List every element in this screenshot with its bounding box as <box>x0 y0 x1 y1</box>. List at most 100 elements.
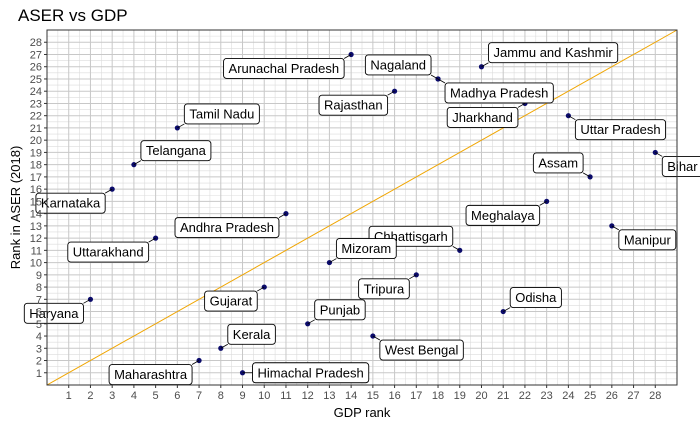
label-leader-line <box>409 274 417 280</box>
y-tick-label: 16 <box>30 184 42 196</box>
x-tick-label: 3 <box>109 390 115 402</box>
point-label-box <box>227 323 276 345</box>
x-tick-label: 1 <box>66 390 72 402</box>
label-leader-line <box>539 201 547 206</box>
label-leader-line <box>437 78 446 84</box>
point-label-text: Arunachal Pradesh <box>229 61 340 76</box>
y-tick-label: 27 <box>30 49 42 61</box>
point-label-text: Odisha <box>515 290 557 305</box>
point-label-text: Mizoram <box>341 241 391 256</box>
label-leader-line <box>307 319 315 325</box>
y-axis-ticks: 1234567891011121314151617181920212223242… <box>30 37 47 380</box>
point-label-box <box>314 299 366 321</box>
y-tick-label: 3 <box>36 343 42 355</box>
x-tick-label: 2 <box>87 390 93 402</box>
point-label: Haryana <box>23 298 91 324</box>
y-tick-label: 10 <box>30 258 42 270</box>
point-label: Uttar Pradesh <box>568 115 667 141</box>
point-label-text: Andhra Pradesh <box>180 220 274 235</box>
y-tick-label: 17 <box>30 172 42 184</box>
label-leader-line <box>372 335 381 341</box>
label-leader-line <box>611 225 620 231</box>
x-tick-label: 12 <box>302 390 314 402</box>
y-tick-label: 12 <box>30 233 42 245</box>
point-label: Jammu and Kashmir <box>481 42 619 68</box>
point-label: Telangana <box>133 140 212 166</box>
point-label-text: Uttar Pradesh <box>580 122 660 137</box>
point-label-text: Meghalaya <box>471 208 535 223</box>
x-tick-label: 27 <box>627 390 639 402</box>
data-point <box>109 186 115 192</box>
x-tick-label: 16 <box>388 390 400 402</box>
label-leader-line <box>430 74 439 80</box>
y-tick-label: 7 <box>36 294 42 306</box>
y-tick-label: 9 <box>36 270 42 282</box>
x-tick-label: 24 <box>562 390 574 402</box>
reference-line-y-equals-x <box>46 29 678 386</box>
point-label-text: Manipur <box>624 232 672 247</box>
label-leader-line <box>452 245 460 251</box>
point-label-box <box>318 94 389 116</box>
x-tick-label: 11 <box>280 390 291 402</box>
x-tick-label: 4 <box>131 390 137 402</box>
x-tick-label: 14 <box>345 390 357 402</box>
point-label-text: Kerala <box>233 327 271 342</box>
point-label-box <box>509 287 562 309</box>
y-tick-label: 23 <box>30 98 42 110</box>
x-tick-label: 19 <box>454 390 466 402</box>
y-tick-label: 26 <box>30 62 42 74</box>
point-label: Manipur <box>611 225 677 251</box>
point-label-text: West Bengal <box>385 343 459 358</box>
x-tick-label: 6 <box>174 390 180 402</box>
x-tick-label: 17 <box>410 390 422 402</box>
point-label-text: Karnataka <box>41 196 101 211</box>
data-points <box>87 51 658 376</box>
point-label-box <box>532 152 584 174</box>
point-label-text: Rajasthan <box>324 98 383 113</box>
point-label: Jharkhand <box>446 103 526 128</box>
point-label-box <box>661 155 700 177</box>
y-tick-label: 25 <box>30 74 42 86</box>
y-tick-label: 21 <box>30 123 42 135</box>
label-leader-line <box>655 152 663 157</box>
chart-title: ASER vs GDP <box>18 6 128 25</box>
point-label-box <box>335 238 397 260</box>
label-leader-line <box>220 343 228 349</box>
point-label: Andhra Pradesh <box>174 213 287 239</box>
point-label-text: Tamil Nadu <box>189 106 254 121</box>
point-label-text: Tripura <box>364 281 405 296</box>
point-label: Bihar <box>655 152 700 177</box>
y-tick-label: 14 <box>30 209 42 221</box>
label-leader-line <box>148 237 156 243</box>
point-label: Karnataka <box>35 188 113 214</box>
point-label: Punjab <box>307 299 366 325</box>
point-label-box <box>358 278 410 300</box>
label-leader-line <box>582 172 591 178</box>
y-tick-label: 2 <box>36 356 42 368</box>
x-tick-label: 10 <box>258 390 270 402</box>
y-tick-label: 11 <box>31 245 42 257</box>
y-tick-label: 6 <box>36 307 42 319</box>
point-label: Rajasthan <box>318 90 395 116</box>
x-tick-label: 13 <box>323 390 335 402</box>
point-label-text: Bihar <box>667 159 698 174</box>
label-leader-line <box>133 160 142 166</box>
point-label: Gujarat <box>204 286 265 312</box>
point-label-box <box>174 217 280 239</box>
point-label-text: Madhya Pradesh <box>450 85 548 100</box>
point-label-box <box>446 106 519 128</box>
point-label-box <box>23 302 84 324</box>
point-label-box <box>364 54 432 76</box>
y-tick-label: 8 <box>36 282 42 294</box>
point-label: Assam <box>532 152 591 178</box>
x-axis-ticks: 1 2 3 4 5 6 7 8 9 10 11 12 13 14 15 16 17 18 19 20 21 22 23 24 2… <box>66 385 661 402</box>
label-leader-line <box>278 213 287 218</box>
x-tick-label: 23 <box>541 390 553 402</box>
y-tick-label: 15 <box>30 196 42 208</box>
y-tick-label: 19 <box>30 147 42 159</box>
y-tick-label: 28 <box>30 37 42 49</box>
panel-border <box>46 29 678 386</box>
y-tick-label: 24 <box>30 86 42 98</box>
point-label-text: Assam <box>538 155 578 170</box>
